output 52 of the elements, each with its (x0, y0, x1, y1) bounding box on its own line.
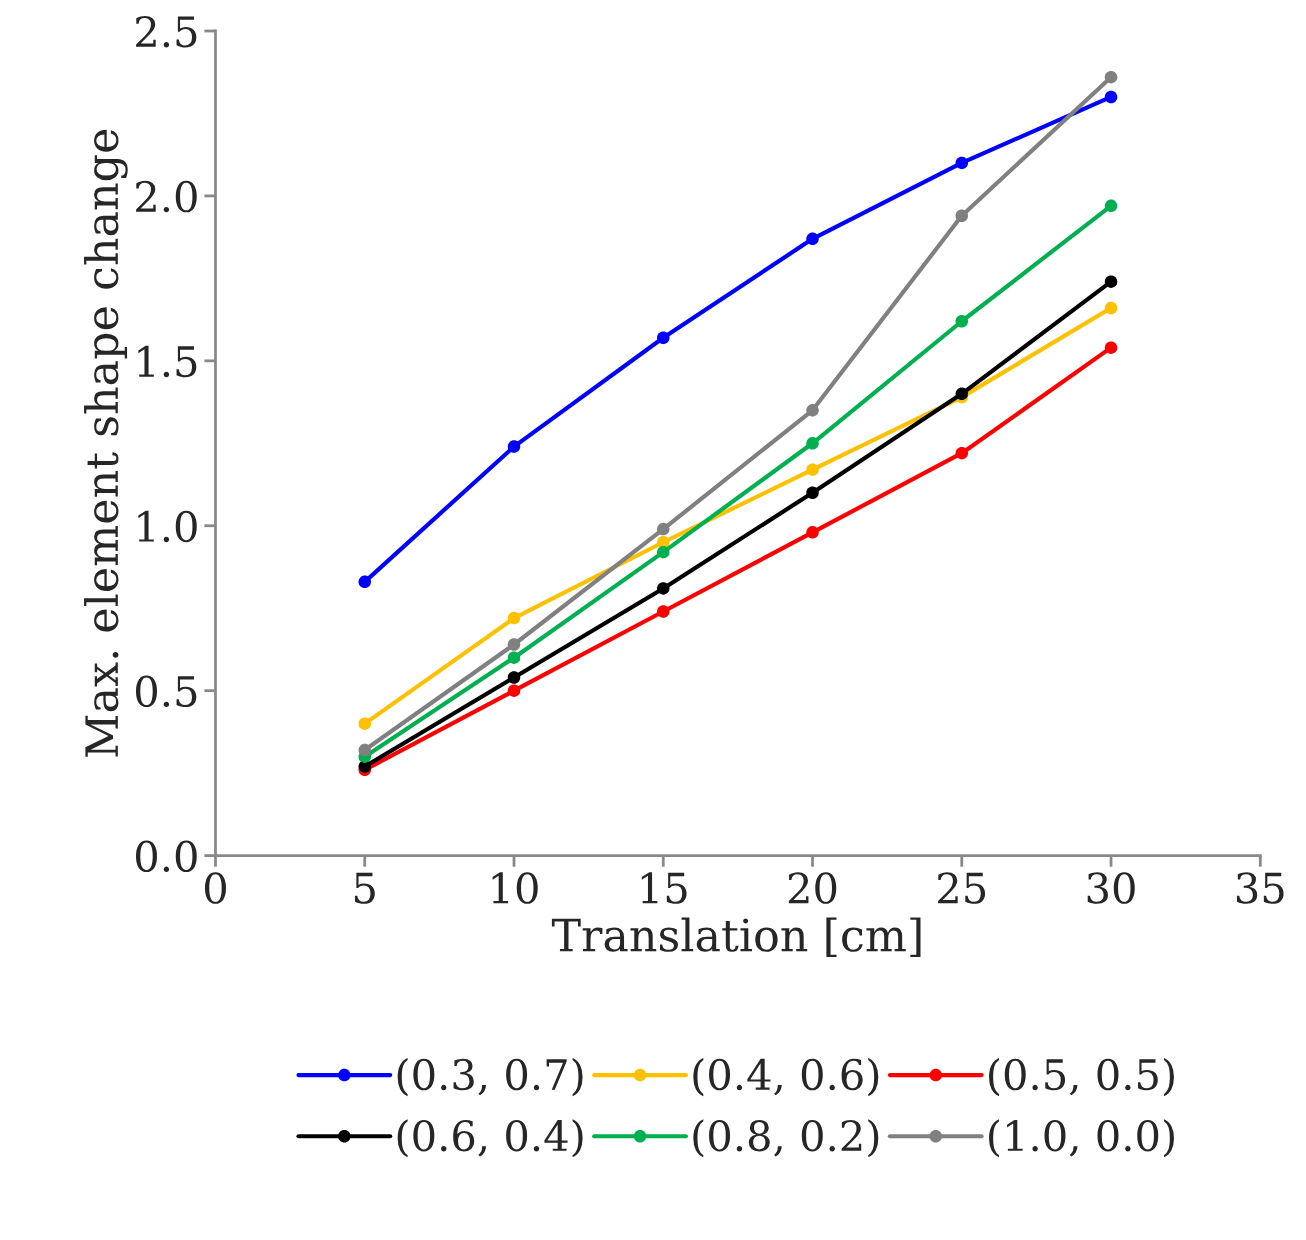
point (657, 545, 670, 559)
point (955, 209, 969, 222)
point (507, 671, 521, 684)
legend-label: (0.6, 0.4) (397, 1119, 583, 1158)
point (657, 582, 670, 595)
point (1104, 341, 1118, 354)
point (806, 526, 819, 539)
x-axis-title: Translation [cm] (551, 917, 921, 958)
point (358, 575, 371, 589)
point (657, 605, 670, 618)
y-tick-label: 2.0 (136, 180, 197, 213)
point (358, 717, 371, 730)
legend-label: (1.0, 0.0) (989, 1119, 1174, 1158)
legend-label: (0.8, 0.2) (693, 1119, 879, 1158)
x-tick-label: 35 (1236, 872, 1284, 904)
y-tick-label: 0.0 (136, 840, 197, 873)
legend-label: (0.4, 0.6) (693, 1058, 879, 1097)
legend-label: (0.3, 0.7) (397, 1058, 583, 1097)
point (507, 440, 521, 453)
point (657, 331, 670, 344)
point (507, 638, 521, 651)
point (806, 437, 819, 450)
point (507, 611, 521, 625)
point (1104, 199, 1118, 213)
point (1104, 275, 1118, 288)
point (1104, 301, 1118, 315)
point (657, 522, 670, 536)
x-tick-label: 30 (1087, 872, 1135, 904)
x-tick-label: 15 (641, 872, 687, 904)
point (358, 743, 371, 757)
y-tick-label: 1.5 (138, 345, 197, 378)
x-tick-label: 5 (355, 872, 375, 904)
point (507, 651, 521, 664)
x-tick-label: 0 (204, 872, 226, 904)
point (806, 463, 819, 476)
x-tick-label: 25 (938, 872, 986, 904)
y-tick-label: 0.5 (136, 675, 197, 708)
point (806, 486, 819, 500)
point (806, 232, 819, 246)
point (806, 404, 819, 417)
point (507, 684, 521, 697)
point (1104, 90, 1118, 104)
y-tick-label: 1.0 (138, 510, 197, 543)
y-tick-label: 2.5 (136, 15, 197, 48)
y-axis-title: Max. element shape change (84, 129, 128, 757)
point (955, 156, 969, 170)
point (1104, 70, 1118, 84)
x-tick-label: 10 (492, 872, 538, 904)
x-tick-label: 20 (788, 872, 837, 904)
point (955, 315, 969, 328)
point (955, 446, 969, 460)
legend-label: (0.5, 0.5) (989, 1058, 1174, 1097)
